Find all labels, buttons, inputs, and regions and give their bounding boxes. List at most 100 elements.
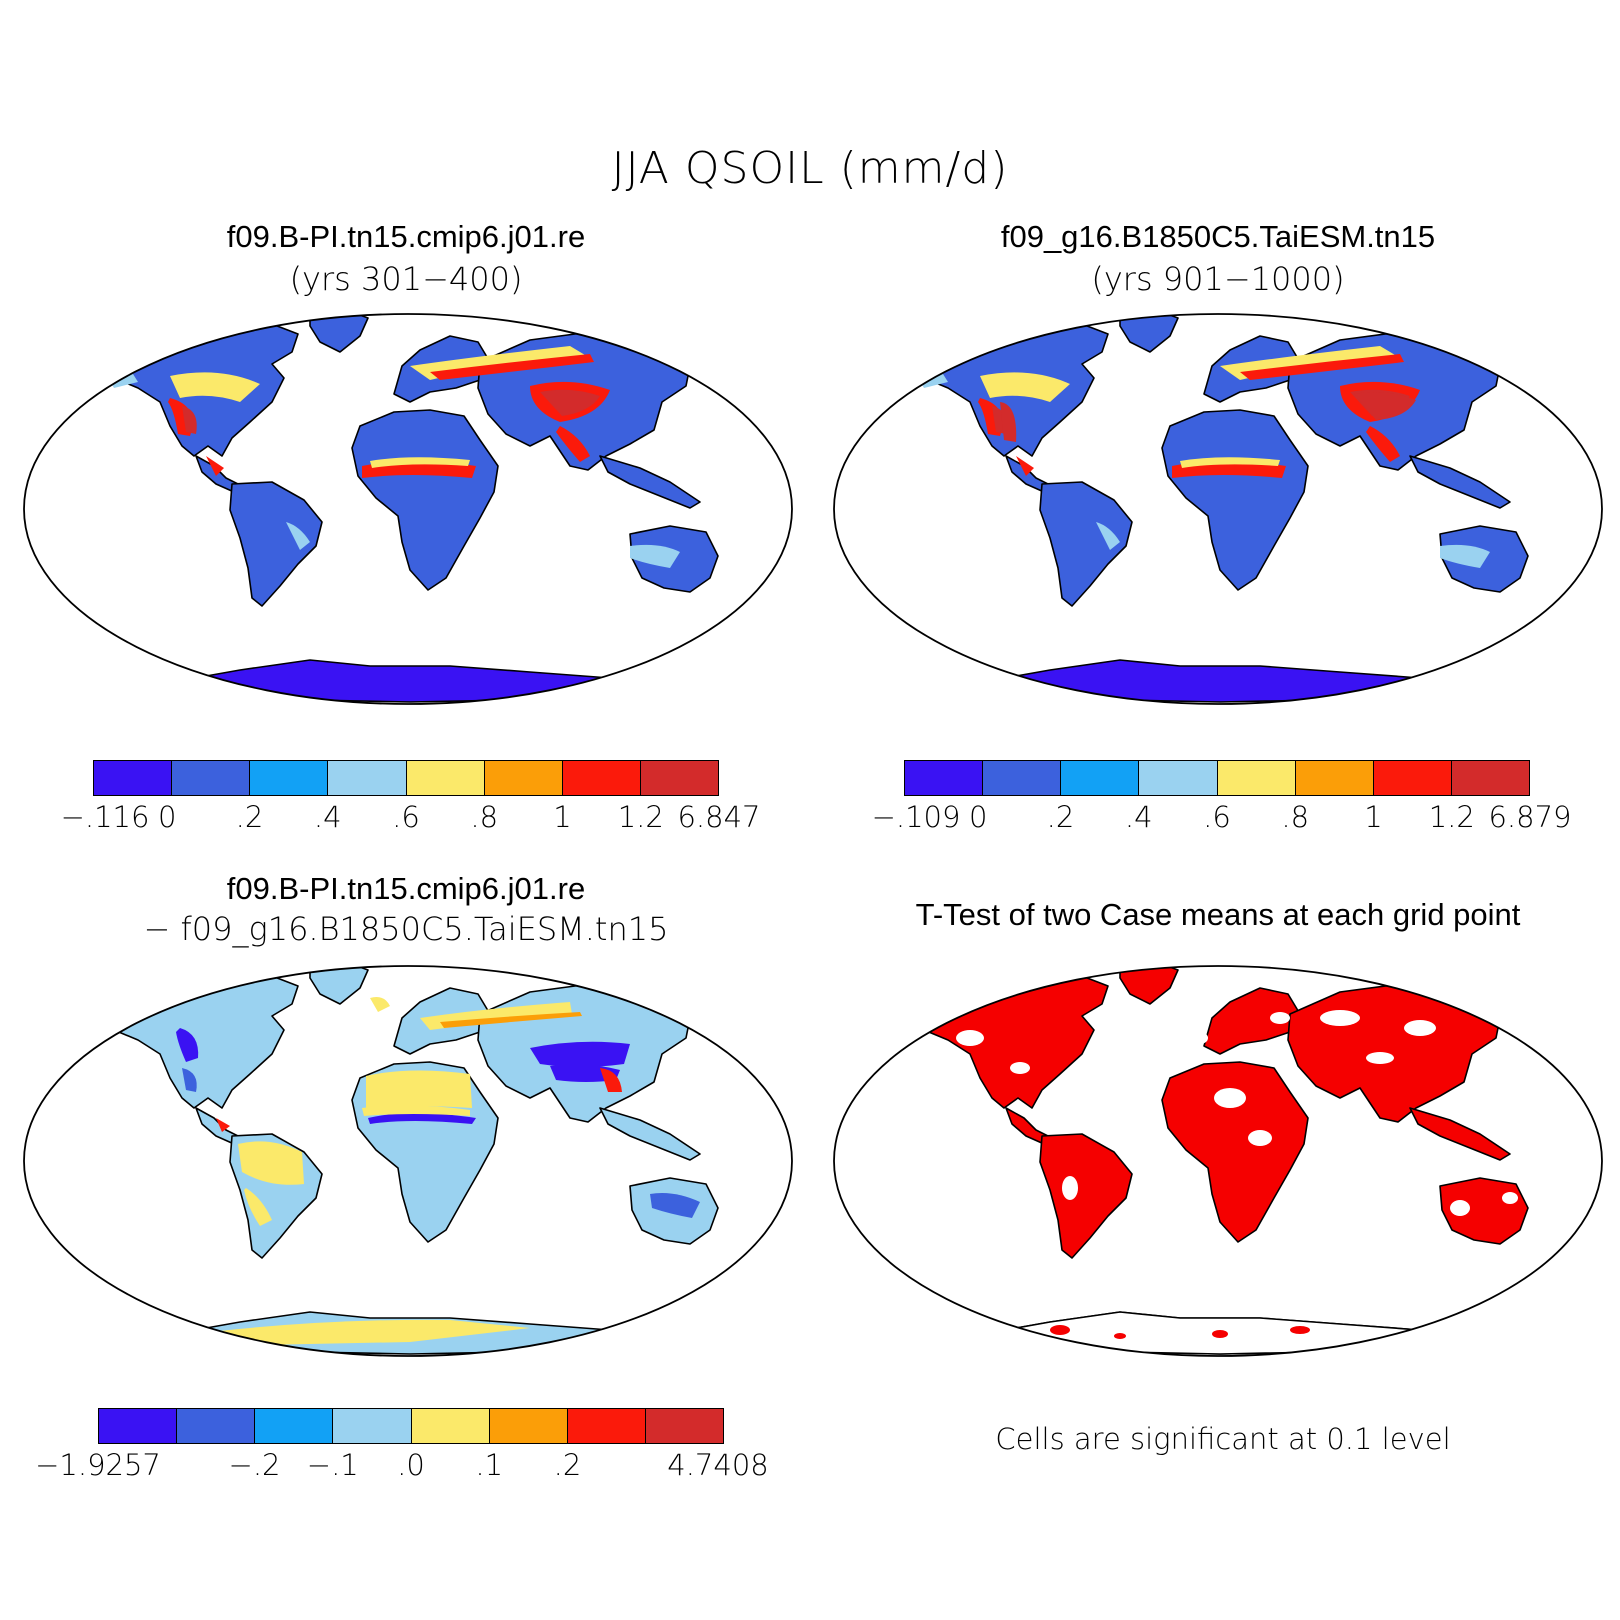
colorbar-tick-label: .2 [1046, 800, 1075, 834]
ttest-title: T-Test of two Case means at each grid po… [915, 897, 1521, 932]
contour-band [170, 372, 260, 402]
contour-band [630, 544, 680, 568]
nonsignificant-patch [1214, 1088, 1246, 1108]
continent-antarctica [959, 659, 1473, 703]
map-boundary [833, 965, 1603, 1357]
contour-band [182, 406, 197, 434]
contour-band [362, 1105, 470, 1116]
contour-band [1000, 402, 1017, 442]
contour-band [650, 1193, 700, 1218]
contour-band [368, 1113, 476, 1124]
colorbar-box [562, 761, 641, 795]
colorbar-tick-label: 6.847 [677, 800, 761, 834]
colorbar-tick-label: .0 [397, 1448, 425, 1482]
contour-band [1180, 457, 1280, 468]
case1-subtitle: (yrs 301−400) [289, 260, 523, 298]
contour-band [440, 1012, 582, 1028]
colorbar-box [1451, 761, 1529, 795]
case2-subtitle: (yrs 901−1000) [1091, 260, 1345, 298]
contour-band [286, 522, 310, 550]
nonsignificant-patch [1404, 1020, 1436, 1036]
colorbar-tick-label: .6 [392, 800, 420, 834]
nonsignificant-patch [1270, 1012, 1290, 1024]
colorbar-tick-label: .4 [313, 800, 342, 834]
colorbar-box [94, 761, 173, 795]
nonsignificant-patch [1010, 1062, 1030, 1074]
significant-patch [1050, 1325, 1070, 1335]
colorbar-box [640, 761, 718, 795]
nonsignificant-patch [1192, 1032, 1208, 1044]
nonsignificant-patch [1062, 1176, 1078, 1200]
colorbar-box [1061, 761, 1140, 795]
colorbar-box [411, 1409, 490, 1443]
continent-antarctica [149, 659, 663, 703]
contour-band [1016, 456, 1034, 476]
colorbar-tick-label: 1.2 [1428, 800, 1475, 834]
colorbar-tick-label: 0 [158, 800, 177, 834]
significance-note: Cells are significant at 0.1 level [995, 1422, 1451, 1456]
diff-map [23, 965, 793, 1357]
contour-band [556, 426, 590, 462]
colorbar-tick-label: −.109 [871, 800, 961, 834]
continent-africa [1161, 409, 1309, 591]
case1-colorbar [93, 760, 719, 796]
colorbar-box [406, 761, 485, 795]
colorbar-box [177, 1409, 256, 1443]
contour-band [182, 1068, 197, 1092]
significant-patch [1290, 1326, 1310, 1334]
colorbar-tick-label: .8 [470, 800, 499, 834]
contour-band [366, 1070, 472, 1108]
colorbar-tick-label: .6 [1203, 800, 1231, 834]
contour-band [1240, 354, 1404, 380]
continent-south-america [1039, 481, 1133, 607]
continent-south-america [1039, 1133, 1133, 1259]
colorbar-box [255, 1409, 334, 1443]
colorbar-box [172, 761, 251, 795]
colorbar-box [1217, 761, 1296, 795]
continent-south-america [229, 481, 323, 607]
continent-southeast-asia [599, 1107, 701, 1161]
colorbar-box [1139, 761, 1218, 795]
contour-band [1440, 544, 1490, 568]
colorbar-tick-label: 0 [969, 800, 988, 834]
nonsignificant-patch [1450, 1200, 1470, 1216]
colorbar-box [645, 1409, 723, 1443]
contour-band [370, 997, 390, 1012]
map-boundary [23, 313, 793, 705]
contour-band [530, 1041, 630, 1067]
nonsignificant-patch [1320, 1010, 1360, 1026]
colorbar-box [1295, 761, 1374, 795]
contour-band [176, 1028, 199, 1062]
case1-title: f09.B-PI.tn15.cmip6.j01.re [226, 219, 586, 254]
continent-southeast-asia [1409, 455, 1511, 509]
case2-title: f09_g16.B1850C5.TaiESM.tn15 [1000, 219, 1436, 254]
ttest-map [833, 965, 1603, 1357]
significant-patch [1212, 1330, 1228, 1338]
colorbar-box [99, 1409, 178, 1443]
colorbar-tick-label: .2 [553, 1448, 582, 1482]
colorbar-box [250, 761, 329, 795]
nonsignificant-patch [1366, 1052, 1394, 1064]
colorbar-box [1373, 761, 1452, 795]
continent-southeast-asia [599, 455, 701, 509]
contour-band [238, 1141, 304, 1185]
contour-band [1354, 392, 1416, 420]
map-boundary [833, 313, 1603, 705]
colorbar-box [983, 761, 1062, 795]
diff-title: f09.B-PI.tn15.cmip6.j01.re [226, 871, 586, 906]
continent-africa [1161, 1061, 1309, 1243]
contour-band [600, 1068, 622, 1092]
colorbar-box [567, 1409, 646, 1443]
contour-band [430, 354, 594, 380]
contour-band [206, 456, 224, 476]
nonsignificant-patch [1502, 1192, 1518, 1204]
colorbar-box [905, 761, 984, 795]
continent-greenland [1119, 966, 1179, 1005]
case2-colorbar [904, 760, 1530, 796]
map-boundary [23, 965, 793, 1357]
case2-map [833, 313, 1603, 705]
contour-band [540, 389, 600, 416]
contour-band [1096, 522, 1120, 550]
significant-patch [1114, 1333, 1126, 1339]
colorbar-tick-label: 1 [553, 800, 572, 834]
